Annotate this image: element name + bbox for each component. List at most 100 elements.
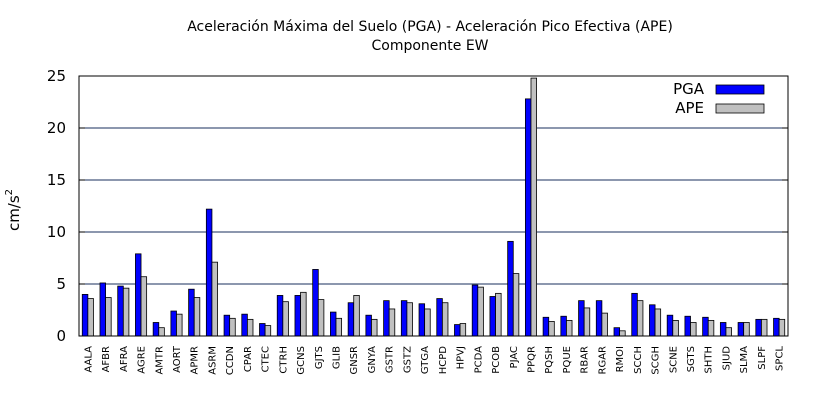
bar-pga-afbr [99, 282, 106, 337]
bar-pga-ctec [259, 323, 266, 337]
chart-title: Aceleración Máxima del Suelo (PGA) - Ace… [187, 19, 673, 35]
x-tick-label: PQSH [544, 346, 555, 374]
chart-subtitle: Componente EW [371, 38, 488, 54]
bars [81, 77, 786, 337]
bar-pga-apmr [188, 288, 195, 337]
bar-pga-gnya [365, 314, 372, 337]
x-tick-label: GNSR [349, 346, 360, 375]
bar-pga-pjac [507, 240, 514, 337]
y-tick-label: 10 [47, 223, 66, 241]
x-tick-label: SJUD [721, 346, 732, 371]
y-tick-label: 20 [47, 119, 66, 137]
bar-ape-sgts [690, 322, 697, 337]
bar-ape-glib [335, 317, 343, 337]
bar-pga-aort [170, 310, 177, 337]
bar-ape-shth [707, 319, 715, 337]
x-tick-label: SLPF [757, 346, 768, 370]
bar-ape-gnya [371, 318, 378, 337]
bar-pga-hcpd [436, 298, 443, 337]
x-tick-label: RBAR [580, 346, 591, 374]
bar-ape-cpar [246, 318, 254, 337]
legend-label-ape: APE [675, 99, 704, 117]
bar-ape-apmr [193, 297, 201, 337]
x-tick-label: APMR [190, 346, 201, 374]
bar-pga-pque [560, 315, 567, 337]
x-tick-label: PQUE [562, 346, 573, 374]
bar-ape-agre [140, 276, 148, 337]
bar-pga-cpar [241, 313, 248, 337]
bar-ape-ctec [264, 325, 272, 337]
x-tick-label: SPCL [775, 346, 786, 371]
bar-pga-scch [631, 292, 638, 337]
bar-pga-pcda [471, 284, 479, 337]
bar-pga-gtga [418, 303, 426, 337]
x-tick-label: SLMA [739, 346, 750, 374]
x-tick-label: PCDA [473, 346, 484, 374]
y-tick-label: 5 [56, 275, 66, 293]
bar-pga-gstz [400, 300, 408, 337]
x-tick-label: AORT [172, 345, 183, 373]
legend-swatch-ape [715, 103, 765, 114]
bar-pga-gjts [312, 269, 319, 337]
y-tick-label: 15 [47, 171, 66, 189]
bar-pga-ctrh [276, 295, 284, 337]
bar-ape-aala [87, 298, 94, 337]
legend-label-pga: PGA [673, 80, 705, 98]
gridlines [79, 127, 788, 285]
x-tick-label: GCNS [296, 346, 307, 375]
x-tick-label: AFBR [101, 346, 112, 372]
x-tick-label: AMTR [154, 346, 165, 375]
bar-ape-rmoi [619, 330, 626, 337]
bar-ape-hpvj [459, 323, 467, 337]
x-tick-label: SCNE [668, 346, 679, 373]
bar-pga-ppqr [524, 98, 532, 337]
bar-pga-agre [135, 253, 142, 337]
x-tick-label: PCOB [491, 346, 502, 374]
bar-ape-gstr [388, 308, 396, 337]
x-tick-label: GTGA [420, 346, 431, 374]
x-tick-label: PPQR [526, 346, 537, 373]
x-tick-label: RGAR [597, 346, 608, 375]
bar-ape-gjts [317, 299, 325, 337]
x-tick-label: GSTR [385, 346, 396, 373]
x-tick-label: AGRE [137, 346, 148, 374]
y-axis-label: cm/s2 [4, 189, 23, 231]
bar-pga-rbar [578, 300, 585, 337]
bar-pga-scne [666, 314, 674, 337]
x-tick-label: AALA [83, 346, 94, 373]
x-tick-label: SCCH [633, 346, 644, 374]
bar-pga-ccdn [223, 314, 231, 337]
x-tick-label: RMOI [615, 346, 626, 372]
bar-pga-aala [81, 293, 89, 337]
bar-ape-aort [176, 313, 183, 337]
bar-ape-scne [672, 319, 679, 337]
bar-ape-pjac [512, 273, 520, 337]
bar-ape-scgh [654, 308, 662, 337]
x-tick-label: GSTZ [402, 346, 413, 373]
bar-ape-gnsr [353, 295, 360, 337]
bar-ape-pque [566, 319, 573, 337]
bar-ape-spcl [778, 318, 786, 337]
bar-pga-gnsr [347, 302, 355, 337]
plot-frame [78, 75, 789, 337]
x-tick-label: CCDN [225, 346, 236, 375]
bar-ape-asrm [211, 261, 218, 337]
bar-ape-sjud [725, 327, 732, 337]
bar-ape-ctrh [282, 301, 289, 337]
y-tick-label: 25 [47, 67, 66, 85]
bar-ape-afra [122, 287, 130, 337]
bar-pga-slpf [755, 318, 762, 337]
bar-ape-ccdn [229, 317, 236, 337]
bar-pga-pcob [489, 296, 496, 337]
bar-pga-gcns [294, 295, 301, 337]
bar-ape-ppqr [530, 77, 537, 337]
bar-pga-shth [702, 316, 709, 337]
bar-pga-hpvj [454, 324, 461, 337]
bar-ape-rgar [601, 312, 608, 337]
bar-pga-sgts [684, 315, 691, 337]
y-axis-label-unit: cm/s [5, 195, 23, 231]
bar-ape-slpf [761, 318, 768, 337]
bar-pga-spcl [773, 317, 780, 337]
x-tick-label: GLIB [332, 346, 343, 369]
